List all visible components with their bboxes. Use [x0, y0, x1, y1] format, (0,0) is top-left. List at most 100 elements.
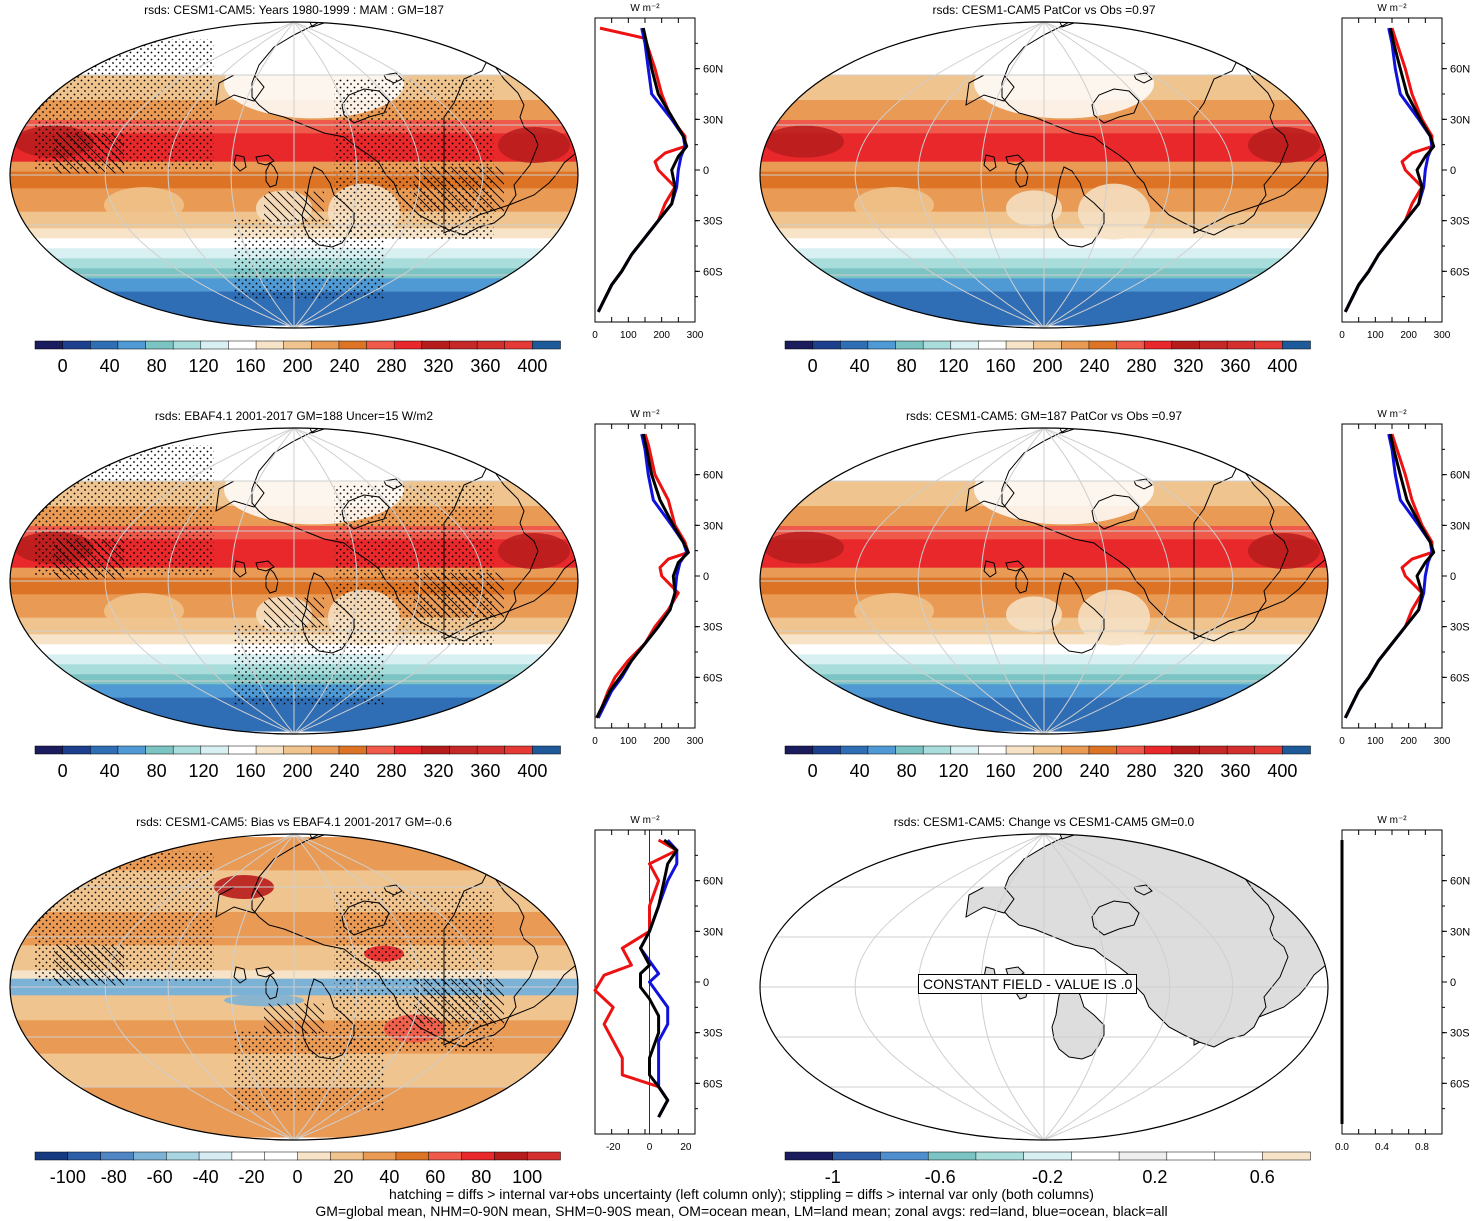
colorbar-swatch	[1005, 340, 1035, 350]
colorbar: -100 -80 -60 -40 -20 0 20 40 60 80 100	[34, 1151, 561, 1187]
graticule	[104, 22, 295, 328]
graticule	[230, 834, 295, 1140]
graticule	[293, 428, 358, 734]
colorbar-tick-label: 80	[147, 761, 167, 781]
colorbar-swatch	[978, 745, 1007, 755]
x-tick-label: 100	[1367, 330, 1384, 341]
lat-tick-label: 30N	[703, 114, 723, 126]
colorbar-tick-label: 400	[1267, 356, 1297, 376]
colorbar-tick-label: 0	[292, 1167, 302, 1187]
colorbar-swatch	[1071, 1151, 1120, 1161]
zonal-ocean-line	[639, 839, 679, 1118]
colorbar-tick-label: 120	[939, 761, 969, 781]
lat-tick-label: 30N	[1450, 520, 1470, 532]
coastline	[1001, 428, 1289, 642]
panel-title: rsds: EBAF4.1 2001-2017 GM=188 Uncer=15 …	[154, 409, 434, 423]
map-field-anomaly	[1078, 183, 1150, 240]
colorbar-swatch	[1143, 340, 1173, 350]
hatching	[54, 945, 124, 986]
hatching	[414, 978, 504, 1024]
coastline	[965, 886, 1015, 918]
colorbar-swatch	[922, 745, 952, 755]
coastline	[1091, 900, 1140, 936]
panel-title: rsds: CESM1-CAM5: Change vs CESM1-CAM5 G…	[893, 815, 1195, 829]
colorbar-tick-label: -20	[239, 1167, 265, 1187]
footer-line-1: hatching = diffs > internal var+obs unce…	[389, 1186, 1094, 1202]
colorbar-swatch	[62, 340, 92, 350]
colorbar-swatch	[34, 340, 64, 350]
lat-tick-label: 60S	[1450, 1078, 1470, 1090]
map-outline	[759, 21, 1329, 329]
coastline	[965, 74, 1015, 106]
colorbar-swatch	[395, 1151, 430, 1161]
colorbar-tick-label: 0	[808, 761, 818, 781]
x-tick-label: 300	[687, 736, 704, 747]
graticule	[293, 834, 421, 1140]
map-field-anomaly	[224, 994, 304, 1007]
map-outline	[759, 427, 1329, 735]
graticule	[230, 22, 295, 328]
colorbar-swatch	[228, 745, 257, 755]
colorbar-tick-label: 160	[236, 356, 266, 376]
colorbar-tick-label: -0.2	[1032, 1167, 1063, 1187]
colorbar-swatch	[1171, 745, 1201, 755]
colorbar-swatch	[840, 745, 869, 755]
colorbar-swatch	[428, 1151, 463, 1161]
zonal-land-line	[595, 433, 690, 719]
colorbar-swatch	[1254, 745, 1284, 755]
zonal-plot-frame	[1341, 17, 1443, 323]
zonal-plot-frame	[594, 423, 696, 729]
coastline	[983, 154, 997, 172]
graticule	[917, 428, 1045, 734]
colorbar-swatch	[504, 340, 534, 350]
colorbar-tick-label: 320	[423, 761, 453, 781]
map-outline	[9, 427, 579, 735]
graticule	[1043, 834, 1171, 1140]
colorbar-swatch	[393, 745, 423, 755]
colorbar-swatch	[366, 745, 395, 755]
map-field-anomaly	[1006, 190, 1062, 227]
colorbar: -1 -0.6 -0.2 0.2 0.6	[784, 1151, 1311, 1187]
zonal-all-line	[639, 838, 679, 1118]
x-tick-label: -20	[606, 1142, 621, 1153]
colorbar-swatch	[200, 340, 230, 350]
coastline	[983, 560, 997, 578]
colorbar-swatch	[1116, 745, 1145, 755]
coastline	[1005, 154, 1025, 166]
colorbar-swatch	[840, 340, 869, 350]
colorbar-swatch	[1199, 745, 1228, 755]
colorbar-swatch	[255, 340, 285, 350]
colorbar-swatch	[1116, 340, 1145, 350]
colorbar-swatch	[784, 340, 814, 350]
colorbar-tick-label: 200	[1032, 356, 1062, 376]
lat-tick-label: 60N	[1450, 470, 1470, 482]
x-tick-label: 100	[1367, 736, 1384, 747]
zonal-unit-label: W m⁻²	[1377, 409, 1407, 420]
colorbar-swatch	[145, 340, 174, 350]
zonal-mean-plot: W m⁻² 60N 30N 0 30S 60S -20 0 20	[593, 815, 723, 1153]
graticule	[854, 428, 1045, 734]
colorbar-swatch	[330, 1151, 364, 1161]
colorbar-swatch	[812, 745, 842, 755]
zonal-unit-label: W m⁻²	[630, 409, 660, 420]
graticule	[980, 22, 1045, 328]
colorbar-tick-label: 40	[100, 761, 120, 781]
lat-tick-label: 60S	[703, 1078, 723, 1090]
lat-tick-label: 30N	[1450, 114, 1470, 126]
colorbar-swatch	[504, 745, 534, 755]
stippling	[334, 891, 494, 1051]
zonal-plot-frame	[594, 829, 696, 1135]
map-field-anomaly	[764, 531, 844, 564]
graticule	[1043, 428, 1234, 734]
colorbar-tick-label: 80	[897, 761, 917, 781]
colorbar-tick-label: -60	[147, 1167, 173, 1187]
map-field-anomaly	[498, 127, 570, 164]
colorbar-tick-label: -80	[101, 1167, 127, 1187]
colorbar-tick-label: 80	[471, 1167, 491, 1187]
zonal-plot-frame	[594, 17, 696, 323]
colorbar-swatch	[832, 1151, 882, 1161]
x-tick-label: 0	[1339, 330, 1345, 341]
colorbar-swatch	[927, 1151, 977, 1161]
colorbar-swatch	[90, 745, 119, 755]
